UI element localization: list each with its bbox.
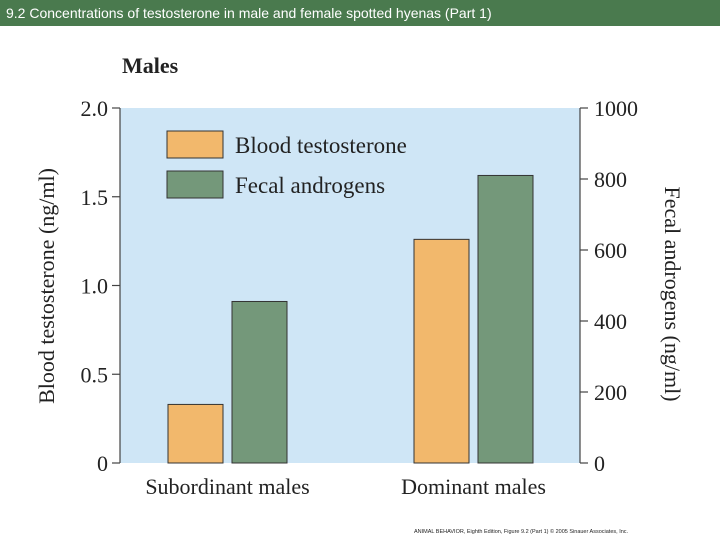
y-tick-label-right: 1000 [594,96,638,121]
y-axis-label-right: Fecal androgens (ng/ml) [660,186,685,401]
y-tick-label-left: 1.0 [81,274,109,299]
bar-fecal-dominant [477,174,534,464]
legend-swatch-blood [166,130,224,159]
legend-label-blood: Blood testosterone [235,133,407,158]
y-axis-label-left: Blood testosterone (ng/ml) [34,168,59,404]
figure-credit: ANIMAL BEHAVIOR, Eighth Edition, Figure … [414,529,629,535]
y-tick-label-left: 1.5 [81,185,109,210]
slide-title: 9.2 Concentrations of testosterone in ma… [0,0,720,26]
y-tick-label-left: 0 [97,451,108,476]
x-tick-label: Dominant males [401,474,546,499]
legend-swatch-fecal [166,170,224,199]
y-tick-label-right: 800 [594,167,627,192]
y-tick-label-left: 0.5 [81,362,109,387]
y-tick-label-left: 2.0 [81,96,109,121]
bar-fecal-subordinant [231,300,288,464]
legend-label-fecal: Fecal androgens [235,173,385,198]
y-tick-label-right: 400 [594,309,627,334]
bar-blood-subordinant [167,403,224,464]
chart-title: Males [122,53,179,78]
x-tick-label: Subordinant males [145,474,309,499]
bar-blood-dominant [413,238,470,464]
y-tick-label-right: 0 [594,451,605,476]
y-tick-label-right: 600 [594,238,627,263]
y-tick-label-right: 200 [594,380,627,405]
